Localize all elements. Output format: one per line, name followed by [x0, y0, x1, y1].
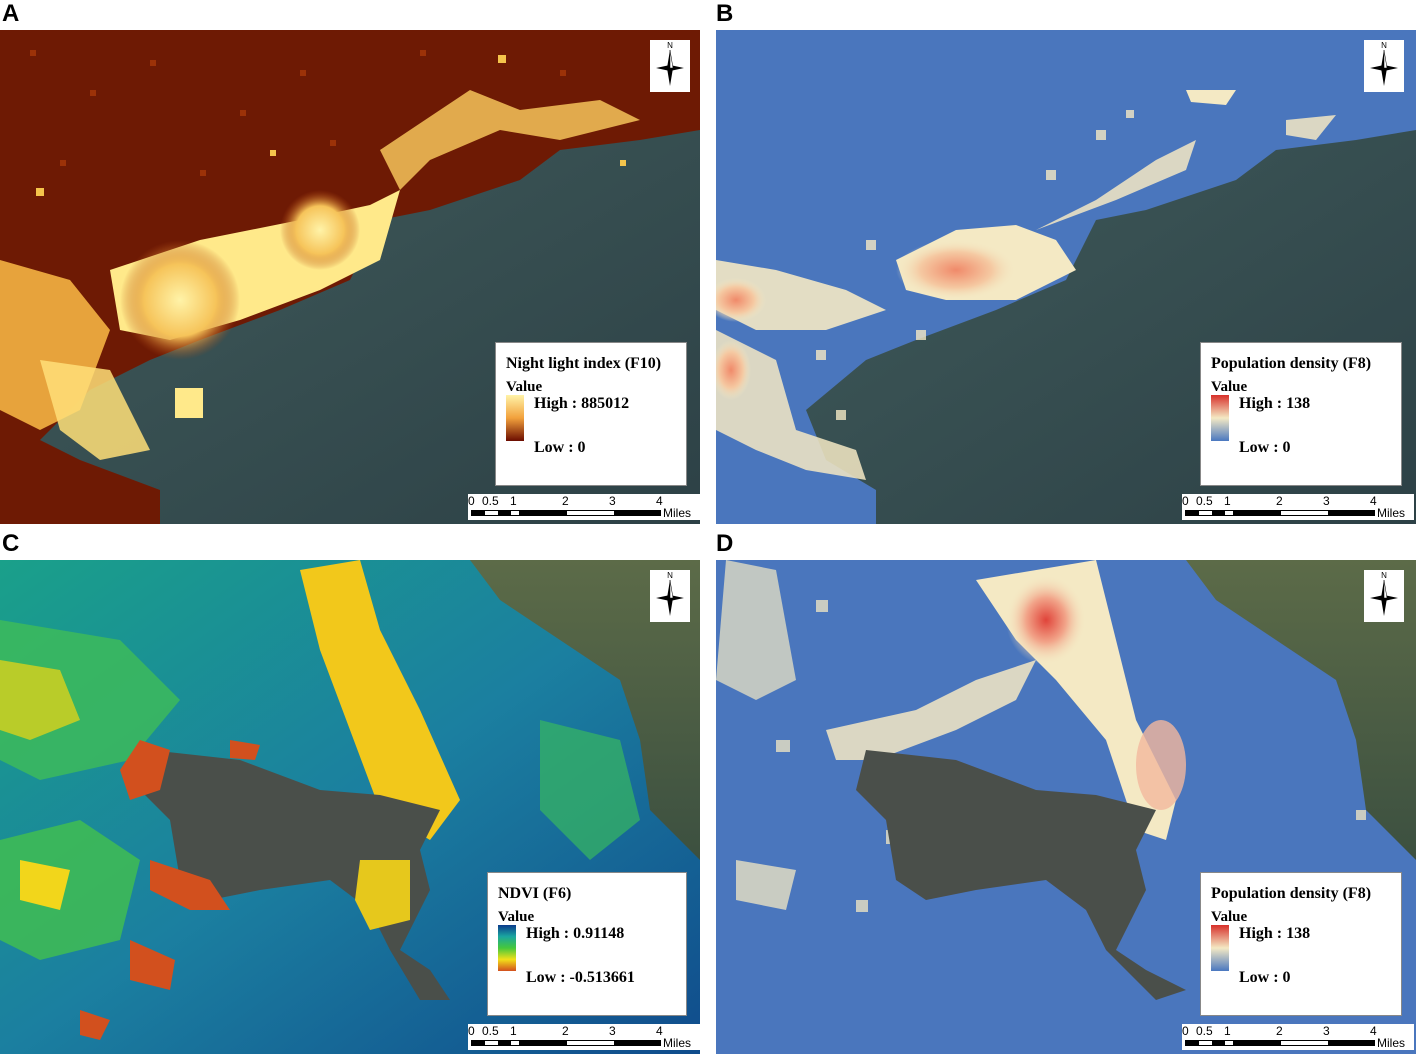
scale-tick: 4	[1370, 1024, 1377, 1038]
north-label: N	[1381, 41, 1387, 50]
scale-tick: 3	[609, 494, 616, 508]
legend-high: High : 138	[1239, 925, 1311, 942]
scale-tick: 2	[1276, 494, 1283, 508]
panel-letter-a: A	[2, 0, 20, 27]
scale-tick: 0	[468, 1024, 475, 1038]
legend-value-label: Value	[506, 379, 543, 395]
north-arrow: N	[1364, 570, 1404, 622]
compass-icon	[1370, 49, 1398, 86]
north-arrow: N	[650, 570, 690, 622]
scale-tick: 1	[510, 494, 517, 508]
scale-unit: Miles	[1377, 1036, 1406, 1050]
scale-unit: Miles	[663, 1036, 692, 1050]
legend-value-label: Value	[1211, 379, 1248, 395]
scale-tick: 3	[1323, 494, 1330, 508]
scale-tick: 4	[656, 1024, 663, 1038]
scale-tick: 2	[562, 494, 569, 508]
north-label: N	[667, 41, 673, 50]
legend-ndvi: NDVI (F6) Value High : 0.91148 Low : -0.…	[487, 872, 687, 1016]
scale-tick: 0.5	[482, 494, 499, 508]
scale-unit: Miles	[1377, 506, 1406, 520]
legend-low: Low : 0	[1239, 439, 1291, 456]
legend-color-ramp	[1211, 925, 1229, 971]
map-panel-b: N Population density (F8) Value High : 1…	[716, 30, 1416, 524]
legend-low: Low : -0.513661	[526, 969, 635, 986]
legend-high: High : 138	[1239, 395, 1311, 412]
legend-low: Low : 0	[534, 439, 586, 456]
legend-title: Population density (F8)	[1211, 885, 1372, 902]
panel-letter-d: D	[716, 530, 734, 557]
scale-bar-graphic	[471, 510, 661, 516]
scale-tick: 1	[1224, 494, 1231, 508]
scale-tick: 0	[1182, 494, 1189, 508]
compass-icon	[1370, 579, 1398, 616]
legend-low: Low : 0	[1239, 969, 1291, 986]
scale-unit: Miles	[663, 506, 692, 520]
legend-color-ramp	[498, 925, 516, 971]
scale-tick: 1	[510, 1024, 517, 1038]
scale-bar-graphic	[1185, 510, 1375, 516]
scale-tick: 3	[609, 1024, 616, 1038]
map-panel-a: N Night light index (F10) Value High : 8…	[0, 30, 700, 524]
scale-tick: 1	[1224, 1024, 1231, 1038]
legend-population-b: Population density (F8) Value High : 138…	[1200, 342, 1402, 486]
map-panel-d: N Population density (F8) Value High : 1…	[716, 560, 1416, 1054]
legend-high: High : 885012	[534, 395, 630, 412]
scale-tick: 0.5	[1196, 1024, 1213, 1038]
scale-tick: 0.5	[1196, 494, 1213, 508]
scale-tick: 0.5	[482, 1024, 499, 1038]
scale-tick: 4	[1370, 494, 1377, 508]
scale-tick: 2	[1276, 1024, 1283, 1038]
scale-tick: 2	[562, 1024, 569, 1038]
north-label: N	[1381, 571, 1387, 580]
north-arrow: N	[650, 40, 690, 92]
legend-title: Population density (F8)	[1211, 355, 1372, 372]
scale-bar: 0 0.5 1 2 3 4 Miles	[1182, 494, 1414, 520]
legend-value-label: Value	[1211, 909, 1248, 925]
legend-high: High : 0.91148	[526, 925, 625, 942]
panel-letter-c: C	[2, 530, 20, 557]
scale-bar: 0 0.5 1 2 3 4 Miles	[468, 494, 700, 520]
scale-bar: 0 0.5 1 2 3 4 Miles	[468, 1024, 700, 1050]
legend-title: Night light index (F10)	[506, 355, 662, 372]
legend-value-label: Value	[498, 909, 535, 925]
legend-night-light: Night light index (F10) Value High : 885…	[495, 342, 687, 486]
scale-tick: 3	[1323, 1024, 1330, 1038]
map-panel-c: N NDVI (F6) Value High : 0.91148 Low : -…	[0, 560, 700, 1054]
legend-color-ramp	[1211, 395, 1229, 441]
north-label: N	[667, 571, 673, 580]
legend-color-ramp	[506, 395, 524, 441]
scale-tick: 4	[656, 494, 663, 508]
legend-title: NDVI (F6)	[498, 885, 572, 902]
scale-bar-graphic	[1185, 1040, 1375, 1046]
scale-bar-graphic	[471, 1040, 661, 1046]
panel-letter-b: B	[716, 0, 734, 27]
scale-bar: 0 0.5 1 2 3 4 Miles	[1182, 1024, 1414, 1050]
legend-population-d: Population density (F8) Value High : 138…	[1200, 872, 1402, 1016]
north-arrow: N	[1364, 40, 1404, 92]
scale-tick: 0	[1182, 1024, 1189, 1038]
compass-icon	[656, 579, 684, 616]
scale-tick: 0	[468, 494, 475, 508]
compass-icon	[656, 49, 684, 86]
ndvi-raster	[0, 560, 700, 1054]
